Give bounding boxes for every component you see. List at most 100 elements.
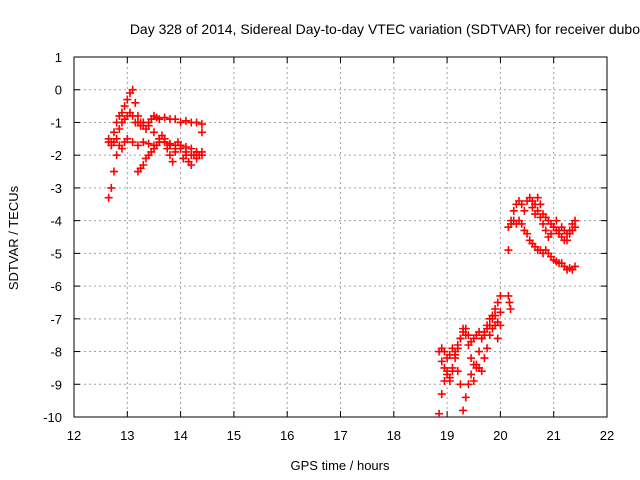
data-point — [435, 409, 444, 418]
series-segment-c-isolated — [504, 291, 515, 313]
data-point — [549, 223, 558, 232]
x-axis-label: GPS time / hours — [291, 458, 390, 473]
data-point — [165, 151, 174, 160]
data-point — [171, 115, 180, 124]
data-point — [144, 139, 153, 148]
series-segment-c-lower — [504, 216, 580, 274]
data-point — [176, 144, 185, 153]
data-point — [163, 144, 172, 153]
x-tick-label: 17 — [333, 428, 347, 443]
data-point — [496, 308, 505, 317]
y-tick-label: -7 — [50, 312, 62, 327]
data-point — [187, 161, 196, 169]
y-tick-label: -8 — [50, 345, 62, 360]
data-point — [493, 318, 502, 327]
series-segment-b-high — [437, 308, 505, 363]
x-tick-label: 20 — [493, 428, 507, 443]
data-point — [523, 229, 532, 238]
data-point — [165, 139, 174, 148]
data-point — [112, 151, 121, 160]
data-point — [120, 102, 129, 111]
y-axis: 1 0 -1 -2 -3 -4 -5 -6 -7 -8 -9 -10 — [43, 50, 607, 425]
data-point — [464, 331, 473, 340]
x-tick-label: 21 — [546, 428, 560, 443]
data-point — [517, 219, 526, 228]
data-point — [456, 380, 465, 389]
y-tick-label: -1 — [50, 115, 62, 130]
y-tick-label: -9 — [50, 377, 62, 392]
data-point — [533, 206, 542, 215]
data-point — [453, 341, 462, 349]
data-point — [187, 144, 196, 153]
data-point — [152, 141, 161, 150]
grid-lines — [74, 57, 607, 417]
data-point — [160, 113, 169, 122]
data-point — [461, 324, 470, 333]
data-point — [139, 161, 148, 169]
y-tick-label: 0 — [55, 83, 62, 98]
chart-title: Day 328 of 2014, Sidereal Day-to-day VTE… — [130, 21, 640, 37]
data-point — [456, 334, 465, 343]
data-point — [528, 203, 537, 212]
data-point — [552, 216, 561, 225]
data-point — [461, 393, 470, 402]
x-tick-label: 12 — [67, 428, 81, 443]
data-point — [571, 216, 580, 225]
x-tick-label: 19 — [440, 428, 454, 443]
data-point — [504, 246, 513, 255]
data-point — [469, 377, 478, 385]
x-tick-label: 14 — [173, 428, 187, 443]
series-segment-a-upper — [104, 85, 206, 147]
data-point — [197, 128, 206, 137]
data-point — [440, 363, 449, 372]
data-point — [517, 200, 526, 209]
data-point — [480, 354, 489, 363]
data-point — [509, 206, 518, 215]
y-axis-label: SDTVAR / TECUs — [6, 185, 21, 290]
x-tick-label: 13 — [120, 428, 134, 443]
x-tick-label: 18 — [387, 428, 401, 443]
data-point — [168, 157, 177, 166]
data-point — [117, 144, 126, 153]
data-point — [123, 134, 132, 143]
x-tick-label: 15 — [227, 428, 241, 443]
data-point — [115, 125, 124, 133]
data-point — [192, 118, 201, 127]
data-point — [505, 298, 514, 307]
data-points — [104, 85, 580, 418]
data-point — [565, 226, 574, 235]
data-point — [571, 262, 580, 271]
data-point — [181, 143, 190, 151]
data-point — [472, 363, 481, 372]
data-point — [496, 291, 505, 300]
data-point — [144, 121, 153, 130]
data-point — [464, 380, 473, 389]
series-segment-a-branch — [133, 131, 206, 176]
data-point — [506, 305, 515, 313]
data-point — [139, 138, 148, 147]
data-point — [448, 367, 457, 376]
x-tick-label: 22 — [600, 428, 614, 443]
data-point — [109, 128, 118, 137]
data-point — [477, 367, 486, 376]
data-point — [485, 321, 494, 330]
x-tick-label: 16 — [280, 428, 294, 443]
data-point — [480, 331, 489, 340]
data-point — [123, 95, 132, 104]
data-point — [475, 347, 484, 356]
y-tick-label: -10 — [43, 410, 62, 425]
data-point — [491, 311, 500, 320]
data-point — [536, 200, 545, 209]
x-axis: 12 13 14 15 16 17 18 19 20 21 22 — [67, 57, 614, 443]
data-point — [445, 377, 454, 385]
data-point — [493, 298, 502, 307]
data-point — [437, 357, 446, 366]
data-point — [128, 111, 137, 120]
data-point — [437, 390, 446, 399]
data-point — [443, 370, 452, 379]
series-segment-c-mid — [528, 203, 580, 245]
data-point — [155, 115, 164, 124]
y-tick-label: -2 — [50, 148, 62, 163]
data-point — [139, 118, 148, 127]
